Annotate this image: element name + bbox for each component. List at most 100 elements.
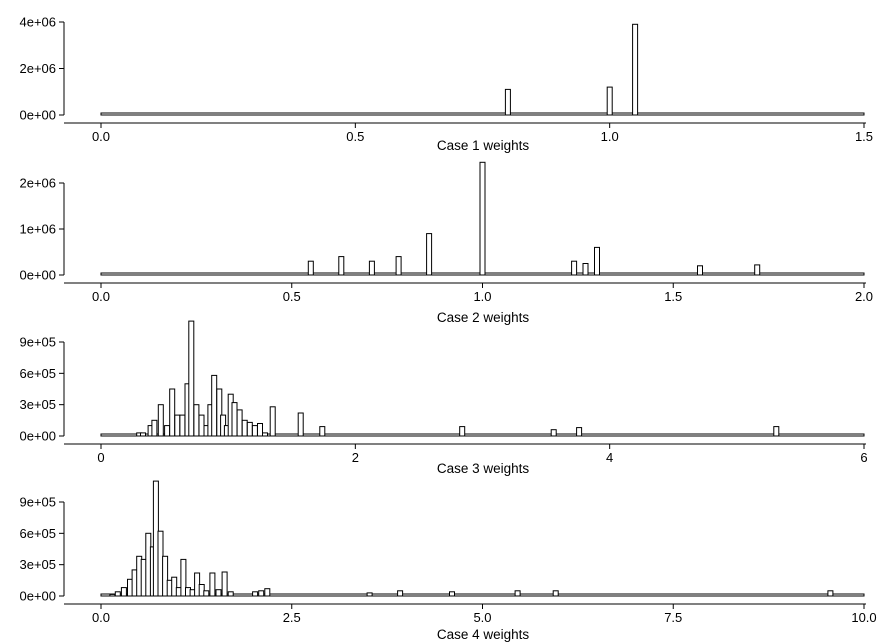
y-tick-label: 2e+06	[19, 176, 56, 191]
x-tick-label: 10.0	[851, 610, 876, 625]
histogram-bar	[114, 591, 121, 597]
histogram-bar	[180, 558, 187, 597]
histogram-bar	[550, 429, 557, 437]
histogram-bar	[198, 584, 205, 597]
histogram-bar	[169, 388, 176, 437]
histogram-bar	[216, 388, 223, 437]
histogram-bar	[209, 572, 216, 597]
histogram-bar	[366, 592, 373, 597]
x-tick-label: 2	[352, 450, 359, 465]
histogram-bar	[571, 260, 578, 276]
histogram-bar	[397, 590, 404, 597]
histogram-bar	[459, 426, 466, 437]
case-1-bars	[100, 23, 865, 116]
case-3-axes	[63, 342, 866, 445]
x-tick-label: 1.0	[473, 289, 491, 304]
x-tick-label: 0.0	[92, 129, 110, 144]
y-tick-label: 9e+05	[19, 335, 56, 350]
x-tick-label: 0	[97, 450, 104, 465]
case-3-y-ticks: 0e+00 3e+05 6e+05 9e+05	[19, 335, 64, 444]
histogram-bar	[227, 591, 234, 597]
x-tick-label: 0.0	[92, 289, 110, 304]
case-2-x-ticks: 0.0 0.5 1.0 1.5 2.0	[92, 283, 873, 304]
histogram-bar	[241, 419, 248, 437]
y-tick-label: 1e+06	[19, 222, 56, 237]
histogram-bar	[426, 233, 433, 276]
histogram-bar	[773, 426, 780, 437]
histogram-bar	[449, 591, 455, 597]
y-tick-label: 4e+06	[19, 15, 56, 30]
histogram-baseline	[100, 112, 865, 116]
histogram-bar	[582, 263, 589, 276]
case-2-x-axis-title: Case 2 weights	[437, 310, 530, 325]
histogram-bar	[368, 260, 375, 276]
histogram-bar	[307, 260, 314, 276]
histogram-bar	[594, 246, 600, 276]
histogram-baseline	[100, 433, 865, 437]
histogram-bar	[479, 161, 486, 276]
histogram-bar	[162, 555, 169, 597]
case-3-x-ticks: 0 2 4 6	[97, 444, 868, 465]
histogram-bar	[246, 421, 253, 437]
histogram-bar	[264, 588, 271, 597]
histogram-bar	[257, 423, 263, 437]
x-tick-label: 1.0	[601, 129, 619, 144]
x-tick-label: 6	[860, 450, 867, 465]
histogram-bar	[827, 590, 834, 597]
case-2-bars	[100, 161, 865, 276]
panel-case-2: 0.0 0.5 1.0 1.5 2.0 0e+00 1e+06 2e+06 Case 2 w…	[19, 161, 873, 325]
panel-case-3: 0 2 4 6 0e+00 3e+05 6e+05 9e+05 Case 3 weights	[19, 320, 868, 476]
y-tick-label: 3e+05	[19, 397, 56, 412]
histogram-bar	[164, 425, 171, 437]
case-2-axes	[63, 183, 866, 284]
case-4-x-axis-title: Case 4 weights	[437, 627, 530, 642]
case-4-x-ticks: 0.0 2.5 5.0 7.5 10.0	[92, 604, 877, 625]
histogram-bar	[151, 419, 158, 437]
histogram-bar	[109, 593, 116, 597]
x-tick-label: 5.0	[473, 610, 491, 625]
histogram-bar	[221, 571, 228, 597]
histogram-bar	[157, 404, 164, 437]
case-1-axes	[63, 22, 866, 124]
x-tick-label: 1.5	[855, 129, 873, 144]
y-tick-label: 6e+05	[19, 366, 56, 381]
histogram-bar	[174, 414, 181, 437]
x-tick-label: 2.5	[283, 610, 301, 625]
histogram-bar	[203, 590, 210, 597]
y-tick-label: 3e+05	[19, 557, 56, 572]
x-tick-label: 7.5	[664, 610, 682, 625]
case-4-y-ticks: 0e+00 3e+05 6e+05 9e+05	[19, 495, 64, 604]
histogram-bar	[606, 86, 613, 116]
case-3-bars	[100, 320, 865, 437]
x-tick-label: 0.0	[92, 610, 110, 625]
histogram-bar	[632, 23, 639, 116]
y-tick-label: 9e+05	[19, 495, 56, 510]
histogram-bar	[179, 414, 186, 437]
y-tick-label: 2e+06	[19, 61, 56, 76]
histogram-bar	[754, 264, 761, 276]
histogram-baseline	[100, 593, 865, 597]
histogram-bar	[262, 432, 268, 437]
histogram-bar	[171, 576, 178, 597]
histogram-bar	[319, 426, 326, 437]
histogram-bar	[193, 404, 200, 437]
histogram-bar	[251, 425, 258, 437]
case-1-x-ticks: 0.0 0.5 1.0 1.5	[92, 123, 873, 144]
case-2-y-ticks: 0e+00 1e+06 2e+06	[19, 176, 64, 283]
histogram-bar	[697, 265, 703, 276]
x-tick-label: 0.5	[346, 129, 364, 144]
y-tick-label: 0e+00	[19, 429, 56, 444]
histogram-bar	[188, 320, 195, 437]
x-tick-label: 2.0	[855, 289, 873, 304]
y-tick-label: 0e+00	[19, 108, 56, 123]
case-1-y-ticks: 0e+00 2e+06 4e+06	[19, 15, 64, 123]
histogram-bar	[269, 406, 276, 437]
x-tick-label: 4	[606, 450, 613, 465]
y-tick-label: 0e+00	[19, 589, 56, 604]
histogram-bar	[198, 414, 205, 437]
case-1-x-axis-title: Case 1 weights	[437, 138, 530, 153]
case-3-x-axis-title: Case 3 weights	[437, 461, 530, 476]
histogram-bar	[514, 590, 521, 597]
x-tick-label: 0.5	[283, 289, 301, 304]
